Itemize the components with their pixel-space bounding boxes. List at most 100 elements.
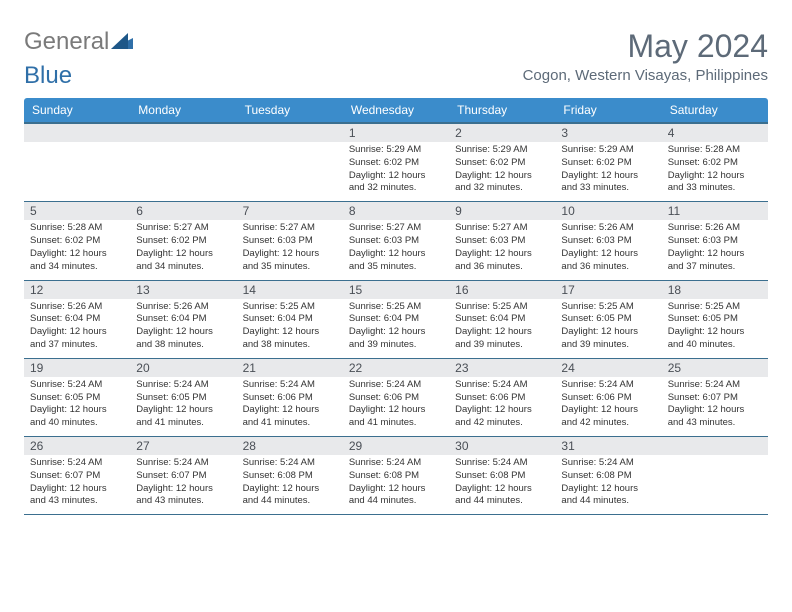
day-number: 15 [343,281,449,299]
day-cell: Sunrise: 5:28 AMSunset: 6:02 PMDaylight:… [24,220,130,279]
sunset-text: Sunset: 6:03 PM [243,235,337,248]
daylight-text: Daylight: 12 hours and 32 minutes. [455,170,549,196]
daylight-text: Daylight: 12 hours and 44 minutes. [243,483,337,509]
week-row: 12131415161718Sunrise: 5:26 AMSunset: 6:… [24,281,768,359]
sunset-text: Sunset: 6:08 PM [561,470,655,483]
week-row: 262728293031Sunrise: 5:24 AMSunset: 6:07… [24,437,768,515]
sunset-text: Sunset: 6:03 PM [561,235,655,248]
sunset-text: Sunset: 6:02 PM [30,235,124,248]
sunrise-text: Sunrise: 5:24 AM [349,379,443,392]
sunrise-text: Sunrise: 5:24 AM [243,457,337,470]
daylight-text: Daylight: 12 hours and 43 minutes. [136,483,230,509]
sunrise-text: Sunrise: 5:26 AM [561,222,655,235]
daylight-text: Daylight: 12 hours and 37 minutes. [30,326,124,352]
daylight-text: Daylight: 12 hours and 43 minutes. [668,404,762,430]
sunset-text: Sunset: 6:04 PM [30,313,124,326]
day-number: 21 [237,359,343,377]
sunset-text: Sunset: 6:07 PM [136,470,230,483]
day-cell: Sunrise: 5:25 AMSunset: 6:05 PMDaylight:… [555,299,661,358]
sunrise-text: Sunrise: 5:24 AM [136,379,230,392]
daylight-text: Daylight: 12 hours and 44 minutes. [455,483,549,509]
sunset-text: Sunset: 6:04 PM [243,313,337,326]
day-number: 4 [662,124,768,142]
day-number: 24 [555,359,661,377]
sunrise-text: Sunrise: 5:27 AM [243,222,337,235]
sunrise-text: Sunrise: 5:25 AM [561,301,655,314]
day-number: 2 [449,124,555,142]
sunset-text: Sunset: 6:06 PM [243,392,337,405]
day-cell: Sunrise: 5:24 AMSunset: 6:07 PMDaylight:… [24,455,130,514]
day-number: 18 [662,281,768,299]
sunrise-text: Sunrise: 5:27 AM [349,222,443,235]
week-row: 19202122232425Sunrise: 5:24 AMSunset: 6:… [24,359,768,437]
sunrise-text: Sunrise: 5:28 AM [30,222,124,235]
day-number: 25 [662,359,768,377]
sunrise-text: Sunrise: 5:24 AM [243,379,337,392]
day-cell: Sunrise: 5:24 AMSunset: 6:08 PMDaylight:… [343,455,449,514]
daylight-text: Daylight: 12 hours and 44 minutes. [349,483,443,509]
day-number [130,124,236,142]
sunset-text: Sunset: 6:08 PM [243,470,337,483]
day-cell: Sunrise: 5:24 AMSunset: 6:06 PMDaylight:… [555,377,661,436]
week-row: 1234Sunrise: 5:29 AMSunset: 6:02 PMDayli… [24,124,768,202]
daylight-text: Daylight: 12 hours and 42 minutes. [455,404,549,430]
sunset-text: Sunset: 6:08 PM [455,470,549,483]
day-cell: Sunrise: 5:24 AMSunset: 6:08 PMDaylight:… [555,455,661,514]
day-number: 16 [449,281,555,299]
sunset-text: Sunset: 6:05 PM [30,392,124,405]
sunrise-text: Sunrise: 5:26 AM [30,301,124,314]
daylight-text: Daylight: 12 hours and 39 minutes. [561,326,655,352]
day-cell: Sunrise: 5:25 AMSunset: 6:04 PMDaylight:… [343,299,449,358]
day-number: 14 [237,281,343,299]
sunrise-text: Sunrise: 5:24 AM [136,457,230,470]
week-row: 567891011Sunrise: 5:28 AMSunset: 6:02 PM… [24,202,768,280]
day-number: 23 [449,359,555,377]
day-header-monday: Monday [130,98,236,122]
sunset-text: Sunset: 6:06 PM [455,392,549,405]
day-number [237,124,343,142]
day-number: 6 [130,202,236,220]
day-header-thursday: Thursday [449,98,555,122]
sunrise-text: Sunrise: 5:24 AM [455,457,549,470]
day-cell: Sunrise: 5:29 AMSunset: 6:02 PMDaylight:… [343,142,449,201]
daylight-text: Daylight: 12 hours and 43 minutes. [30,483,124,509]
sunset-text: Sunset: 6:04 PM [455,313,549,326]
sunrise-text: Sunrise: 5:24 AM [30,379,124,392]
day-number: 10 [555,202,661,220]
sunrise-text: Sunrise: 5:26 AM [136,301,230,314]
sunset-text: Sunset: 6:03 PM [455,235,549,248]
day-number: 7 [237,202,343,220]
daylight-text: Daylight: 12 hours and 40 minutes. [30,404,124,430]
day-number: 13 [130,281,236,299]
sunset-text: Sunset: 6:05 PM [561,313,655,326]
daylight-text: Daylight: 12 hours and 33 minutes. [668,170,762,196]
daylight-text: Daylight: 12 hours and 44 minutes. [561,483,655,509]
sunrise-text: Sunrise: 5:29 AM [561,144,655,157]
sunrise-text: Sunrise: 5:24 AM [561,457,655,470]
daylight-text: Daylight: 12 hours and 35 minutes. [243,248,337,274]
day-number: 31 [555,437,661,455]
day-header-sunday: Sunday [24,98,130,122]
sunrise-text: Sunrise: 5:25 AM [455,301,549,314]
day-number [24,124,130,142]
sunset-text: Sunset: 6:05 PM [668,313,762,326]
day-number: 28 [237,437,343,455]
day-cell [24,142,130,201]
day-cell [662,455,768,514]
sunrise-text: Sunrise: 5:24 AM [561,379,655,392]
day-cell: Sunrise: 5:25 AMSunset: 6:05 PMDaylight:… [662,299,768,358]
sunrise-text: Sunrise: 5:27 AM [455,222,549,235]
day-cell: Sunrise: 5:26 AMSunset: 6:03 PMDaylight:… [555,220,661,279]
logo: General Blue [24,28,133,90]
day-cell: Sunrise: 5:27 AMSunset: 6:03 PMDaylight:… [237,220,343,279]
sunset-text: Sunset: 6:04 PM [349,313,443,326]
sunset-text: Sunset: 6:02 PM [455,157,549,170]
day-number: 30 [449,437,555,455]
sunset-text: Sunset: 6:06 PM [349,392,443,405]
logo-text-blue: Blue [24,62,72,89]
day-number: 29 [343,437,449,455]
day-cell: Sunrise: 5:27 AMSunset: 6:02 PMDaylight:… [130,220,236,279]
day-number: 22 [343,359,449,377]
sunset-text: Sunset: 6:02 PM [136,235,230,248]
daylight-text: Daylight: 12 hours and 39 minutes. [455,326,549,352]
